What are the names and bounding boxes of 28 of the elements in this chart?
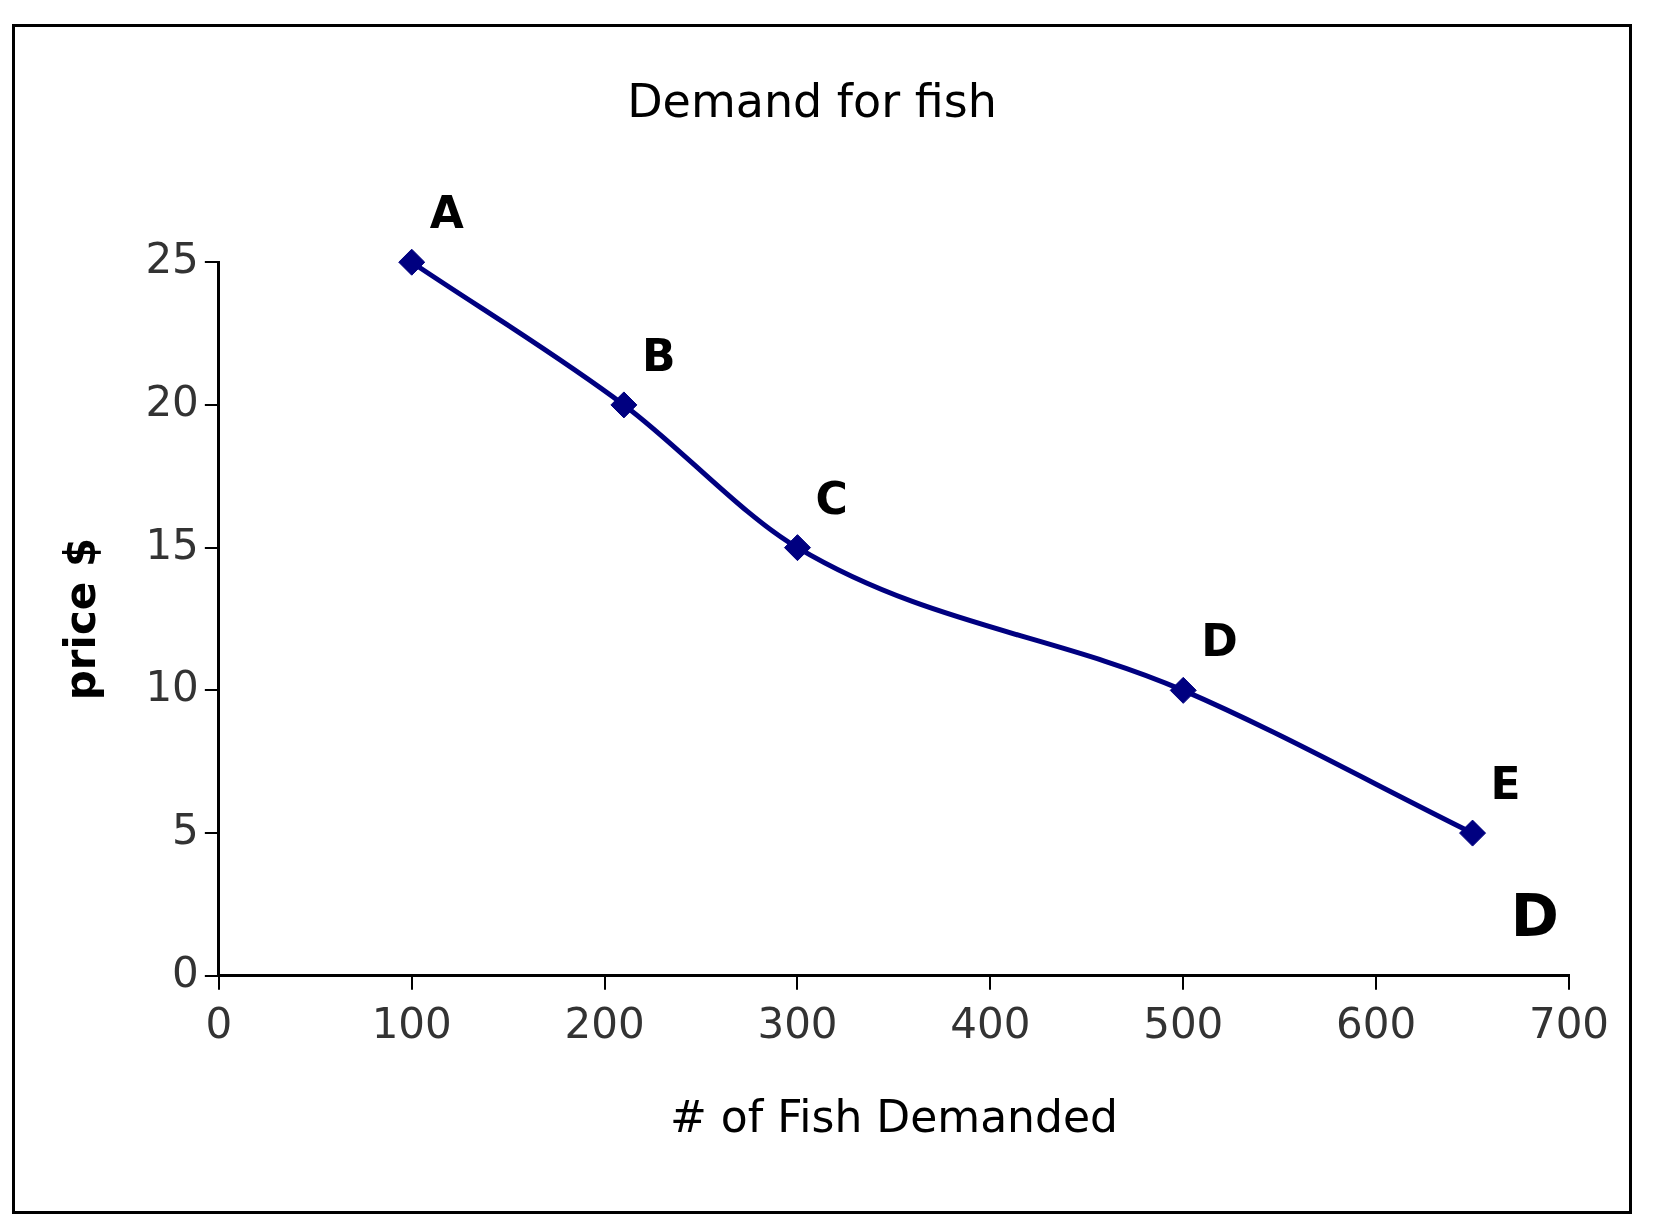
y-axis-title: price $ bbox=[56, 537, 106, 701]
point bbox=[610, 391, 638, 419]
x-tick-label: 500 bbox=[1143, 998, 1224, 1048]
y-tick-label: 25 bbox=[145, 234, 199, 284]
chart-title: Demand for fish bbox=[627, 73, 997, 128]
point bbox=[1459, 819, 1487, 847]
x-tick-label: 700 bbox=[1528, 998, 1610, 1048]
annotation: E bbox=[1490, 758, 1521, 810]
y-tick-label: 5 bbox=[172, 804, 199, 854]
point bbox=[398, 248, 426, 276]
x-tick-label: 100 bbox=[371, 998, 452, 1048]
point bbox=[1169, 676, 1197, 704]
annotation: C bbox=[815, 472, 848, 524]
x-tick-label: 200 bbox=[564, 998, 645, 1048]
annotation: A bbox=[429, 187, 464, 239]
x-tick-label: 600 bbox=[1336, 998, 1417, 1048]
point bbox=[783, 534, 811, 562]
annotation: D bbox=[1510, 881, 1559, 950]
annotation: B bbox=[641, 329, 676, 381]
y-tick-label: 20 bbox=[145, 376, 199, 426]
x-tick-label: 400 bbox=[950, 998, 1031, 1048]
x-axis-title: # of Fish Demanded bbox=[669, 1091, 1118, 1143]
y-tick-label: 0 bbox=[172, 947, 199, 997]
y-tick-label: 15 bbox=[145, 519, 199, 569]
x-tick-label: 300 bbox=[757, 998, 838, 1048]
annotation: D bbox=[1201, 615, 1238, 667]
y-tick-label: 10 bbox=[145, 662, 199, 712]
x-tick-label: 0 bbox=[205, 998, 233, 1048]
